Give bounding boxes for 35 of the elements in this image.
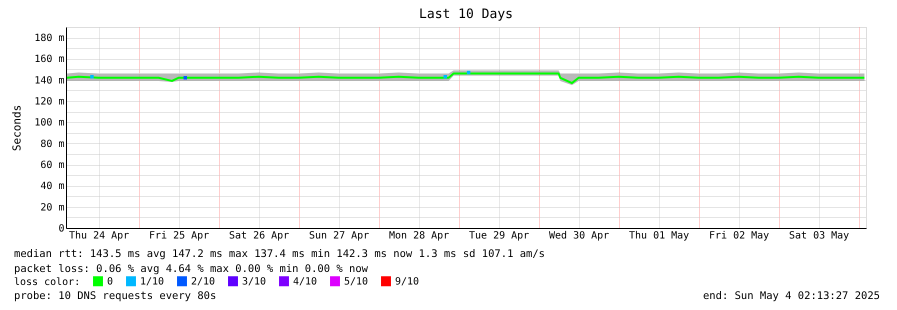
text: packet loss: 0.06 % avg 4.64 % max 0.00 % min 0.00 % now [14,263,369,275]
y-tick-label: 140 m [34,75,64,86]
x-tick-label: Thu 01 May [629,230,690,242]
x-tick-label: Tue 29 Apr [469,230,530,242]
text: median rtt: 143.5 ms avg 147.2 ms max 137.4 ms min 142.3 ms now 1.3 ms sd 107.1 am/s [14,248,546,260]
y-tick-label: 120 m [34,96,64,108]
text: probe: 10 DNS requests every 80s [14,290,216,302]
y-tick-label: 180 m [34,33,64,44]
y-tick-label: 80 m [40,138,64,150]
y-tick-label: 0 [58,224,64,234]
x-tick-label: Mon 28 Apr [389,230,450,242]
legend-label: 4/10 [293,276,318,288]
legend-title: loss color: [14,277,80,288]
x-tick-label: Sat 26 Apr [229,230,290,242]
line-series [66,72,866,84]
y-tick-label: 40 m [40,181,64,192]
legend-label: 9/10 [395,276,420,288]
legend-label: 2/10 [191,276,216,288]
x-tick-label: Sun 27 Apr [309,230,370,242]
chart-title: Last 10 Days [419,7,513,22]
legend-label: 3/10 [242,276,266,288]
y-tick-label: 60 m [40,160,64,172]
legend-label: 0 [107,276,114,288]
y-tick-label: 20 m [40,202,64,214]
y-tick-label: 100 m [34,118,64,129]
text: end: Sun May 4 02:13:27 2025 [702,290,880,302]
x-tick-label: Sat 03 May [789,230,850,242]
x-tick-label: Fri 02 May [709,230,770,242]
x-tick-label: Wed 30 Apr [549,230,610,242]
x-tick-label: Thu 24 Apr [69,230,130,242]
y-tick-label: 160 m [34,54,64,66]
legend-label: 5/10 [344,276,368,288]
x-tick-label: Fri 25 Apr [149,230,210,242]
legend-label: 1/10 [140,276,164,288]
y-axis-title: Seconds [10,104,24,152]
